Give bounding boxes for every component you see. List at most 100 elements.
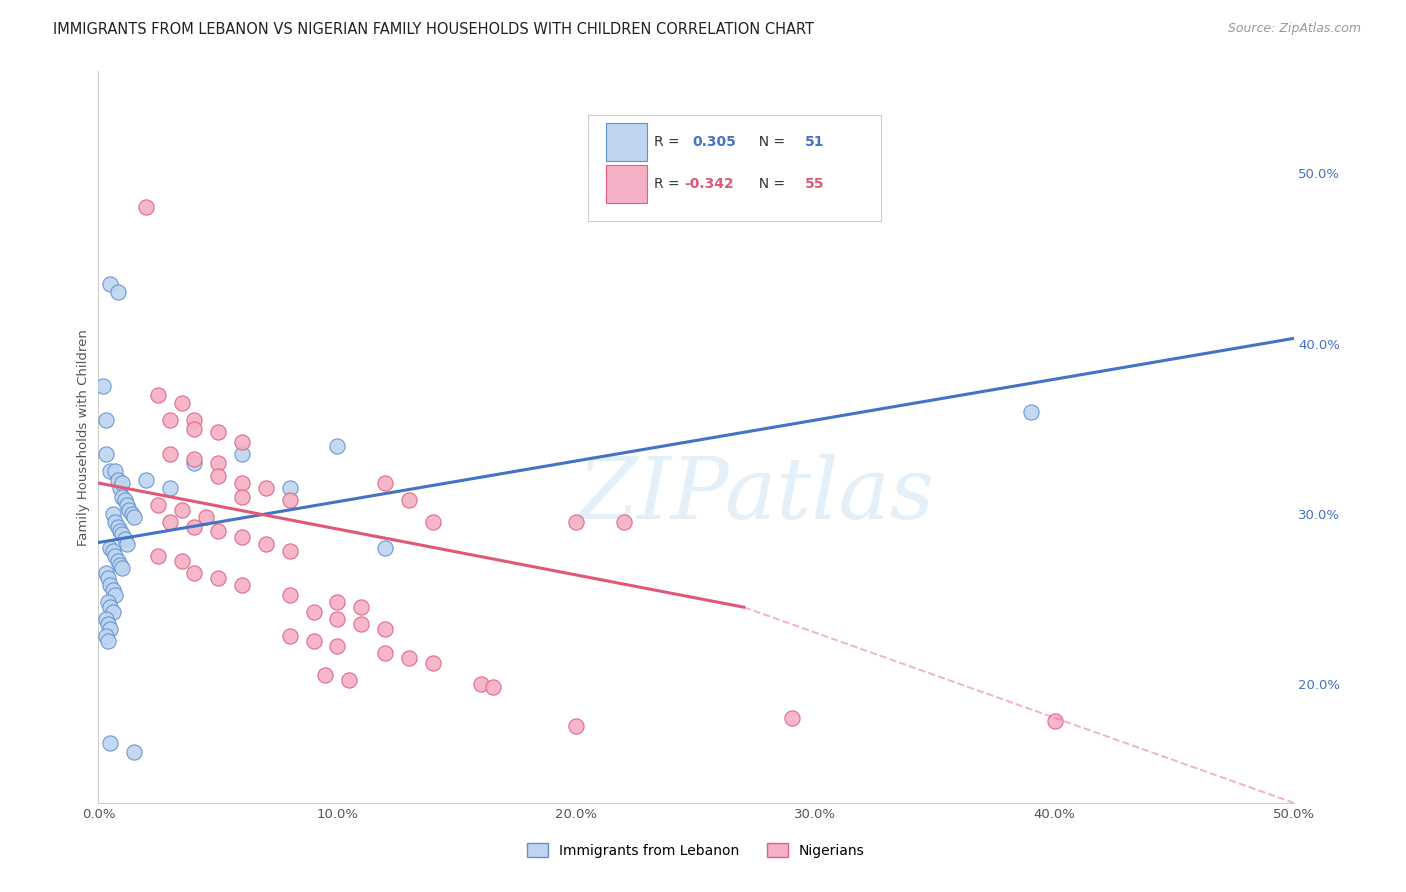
Point [159, 481, 181, 495]
Point [108, 558, 131, 572]
Point [172, 554, 194, 568]
Point [114, 493, 136, 508]
Point [91, 379, 114, 393]
Point [118, 503, 141, 517]
Point [107, 554, 129, 568]
Point [278, 493, 301, 508]
Point [326, 640, 349, 654]
Point [98, 736, 122, 750]
Point [104, 549, 127, 563]
Point [481, 680, 505, 694]
Point [111, 475, 134, 490]
Point [326, 439, 349, 453]
Point [565, 515, 588, 529]
Point [278, 588, 301, 602]
Point [422, 657, 444, 671]
Point [398, 493, 420, 508]
Point [422, 515, 444, 529]
Point [231, 447, 253, 461]
Point [231, 531, 253, 545]
Text: ZIPatlas: ZIPatlas [576, 454, 935, 537]
Point [97, 617, 120, 632]
Point [350, 617, 373, 632]
Point [183, 520, 205, 534]
Point [278, 629, 301, 643]
Text: 0.305: 0.305 [692, 135, 737, 149]
Point [121, 507, 143, 521]
Point [124, 745, 146, 759]
Point [111, 490, 134, 504]
Point [101, 605, 124, 619]
Point [94, 566, 117, 581]
Point [231, 475, 253, 490]
Point [94, 612, 117, 626]
Point [124, 510, 146, 524]
Point [374, 646, 396, 660]
Point [148, 387, 170, 401]
Legend: Immigrants from Lebanon, Nigerians: Immigrants from Lebanon, Nigerians [527, 843, 865, 858]
Point [111, 527, 134, 541]
Point [207, 524, 229, 538]
Text: IMMIGRANTS FROM LEBANON VS NIGERIAN FAMILY HOUSEHOLDS WITH CHILDREN CORRELATION : IMMIGRANTS FROM LEBANON VS NIGERIAN FAMI… [53, 22, 814, 37]
Point [97, 595, 120, 609]
Point [254, 537, 277, 551]
Point [104, 464, 127, 478]
Text: 55: 55 [804, 177, 824, 191]
Point [183, 566, 205, 581]
Point [98, 600, 122, 615]
Point [278, 481, 301, 495]
Point [159, 515, 181, 529]
Point [94, 413, 117, 427]
Point [98, 277, 122, 291]
Point [115, 537, 138, 551]
Point [374, 622, 396, 636]
Point [94, 629, 117, 643]
Point [108, 481, 131, 495]
Point [374, 475, 396, 490]
Point [339, 673, 361, 688]
Point [98, 622, 122, 636]
Point [207, 456, 229, 470]
Point [135, 201, 157, 215]
Point [254, 481, 277, 495]
Point [613, 515, 636, 529]
Point [97, 571, 120, 585]
Point [183, 456, 205, 470]
Point [315, 668, 337, 682]
Text: R =: R = [654, 177, 685, 191]
Point [231, 435, 253, 450]
FancyBboxPatch shape [589, 115, 882, 221]
FancyBboxPatch shape [606, 122, 647, 161]
Point [183, 421, 205, 435]
Point [98, 541, 122, 555]
Point [207, 469, 229, 483]
Point [107, 520, 129, 534]
Point [97, 634, 120, 648]
Point [183, 413, 205, 427]
Point [159, 447, 181, 461]
Point [111, 561, 134, 575]
Point [278, 544, 301, 558]
Point [780, 711, 803, 725]
Text: N =: N = [749, 177, 789, 191]
Point [231, 578, 253, 592]
Point [398, 651, 420, 665]
Point [101, 507, 124, 521]
Point [104, 515, 127, 529]
Point [326, 595, 349, 609]
Point [470, 677, 492, 691]
Point [565, 719, 588, 733]
Point [302, 634, 325, 648]
Point [231, 490, 253, 504]
Point [148, 498, 170, 512]
Point [101, 544, 124, 558]
Text: Source: ZipAtlas.com: Source: ZipAtlas.com [1227, 22, 1361, 36]
Text: 51: 51 [804, 135, 824, 149]
Point [107, 285, 129, 300]
FancyBboxPatch shape [606, 165, 647, 203]
Point [98, 464, 122, 478]
Point [135, 473, 157, 487]
Point [107, 473, 129, 487]
Text: N =: N = [749, 135, 789, 149]
Text: R =: R = [654, 135, 689, 149]
